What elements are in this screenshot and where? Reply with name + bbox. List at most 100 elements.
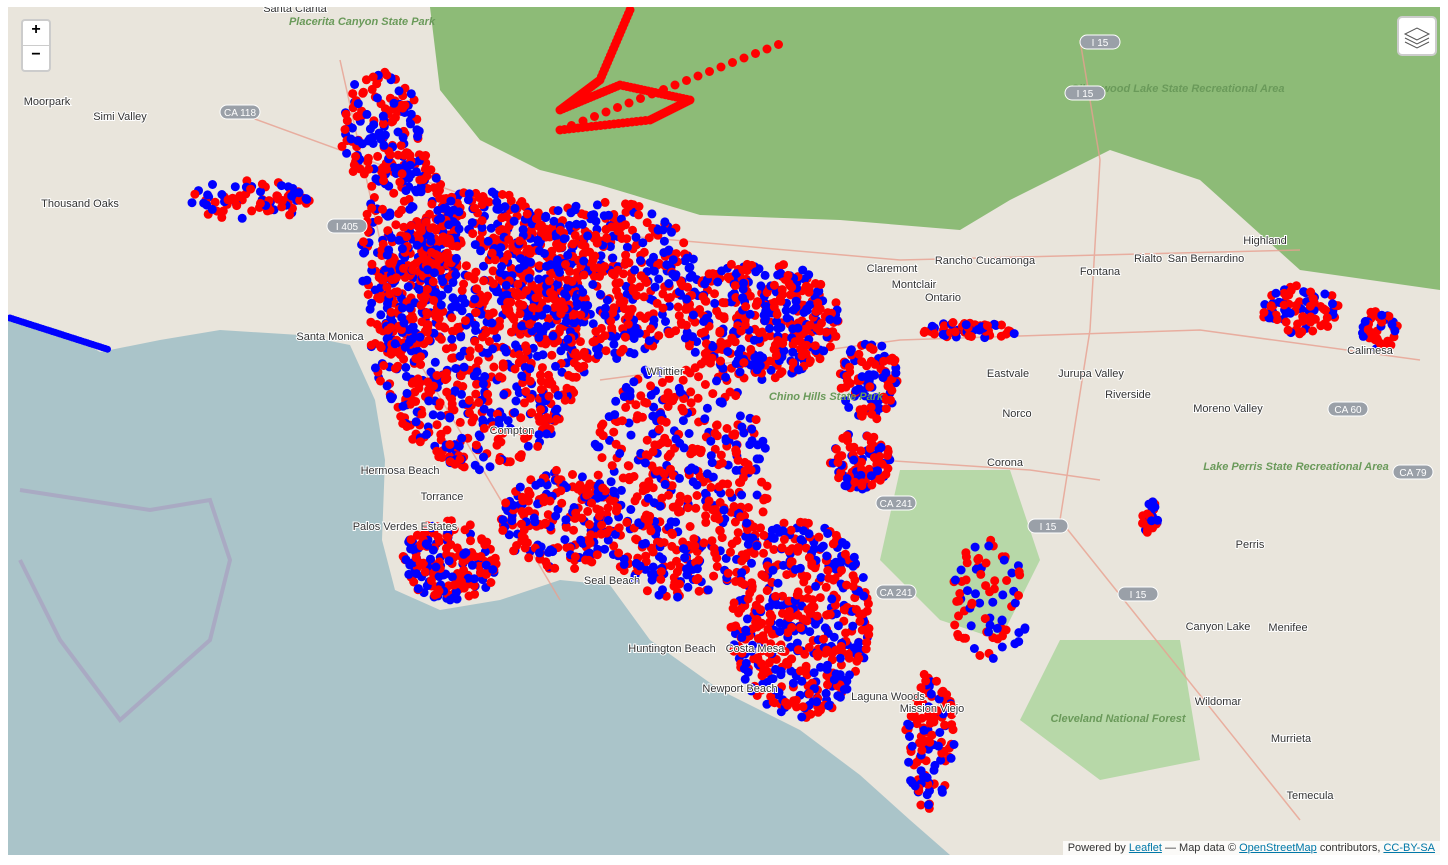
place-label: Newport Beach — [702, 683, 777, 695]
data-point — [912, 719, 922, 729]
data-point — [662, 260, 672, 270]
data-point — [644, 233, 654, 243]
data-point — [1306, 312, 1316, 322]
data-point — [422, 171, 432, 181]
data-point — [534, 430, 544, 440]
data-point — [849, 552, 859, 562]
data-point — [302, 194, 312, 204]
data-point — [913, 699, 923, 709]
data-point — [503, 416, 513, 426]
data-point — [534, 332, 544, 342]
data-point — [617, 416, 627, 426]
data-point — [595, 508, 605, 518]
data-point — [671, 326, 681, 336]
data-point — [692, 480, 702, 490]
data-point — [716, 450, 726, 460]
data-point — [783, 270, 793, 280]
data-point — [788, 358, 798, 368]
data-point — [700, 380, 710, 389]
data-point — [655, 501, 665, 511]
data-point — [759, 495, 769, 505]
data-point — [609, 339, 619, 349]
data-point — [783, 659, 793, 669]
data-point — [622, 242, 632, 252]
data-point — [701, 313, 711, 323]
data-point — [1148, 497, 1158, 507]
data-point — [398, 103, 408, 113]
data-point — [770, 373, 780, 383]
data-point — [698, 292, 708, 302]
data-point — [809, 668, 819, 678]
data-point — [367, 259, 377, 269]
data-point — [479, 423, 489, 433]
data-point — [470, 336, 480, 346]
data-point — [605, 496, 615, 505]
data-point — [362, 209, 372, 219]
data-point — [771, 351, 781, 361]
data-point — [795, 666, 805, 676]
leaflet-link[interactable]: Leaflet — [1128, 842, 1162, 854]
data-point — [984, 627, 993, 637]
data-point — [386, 394, 396, 404]
data-point — [803, 605, 813, 615]
layers-control[interactable] — [1397, 16, 1437, 56]
data-point — [448, 293, 458, 303]
data-point — [418, 151, 428, 161]
data-point — [255, 198, 265, 208]
data-point — [399, 354, 409, 364]
data-point — [905, 732, 914, 741]
data-point — [859, 407, 869, 417]
data-point — [603, 503, 613, 513]
data-point — [729, 646, 739, 656]
data-point — [398, 303, 407, 313]
data-point — [542, 304, 552, 314]
data-point — [955, 589, 965, 598]
data-point — [667, 528, 677, 538]
data-point — [797, 676, 807, 686]
data-point — [799, 526, 808, 536]
data-point — [927, 730, 937, 740]
data-point — [392, 287, 402, 297]
data-point — [686, 387, 696, 397]
road-label: CA 79 — [1399, 468, 1427, 479]
license-link[interactable]: CC-BY-SA — [1383, 842, 1435, 854]
zoom-in[interactable]: + — [31, 21, 41, 38]
data-point — [389, 98, 399, 108]
data-point — [429, 381, 438, 391]
data-point — [570, 230, 580, 240]
data-point — [531, 480, 541, 490]
data-point — [488, 266, 498, 276]
data-point — [857, 478, 867, 488]
data-point — [447, 394, 457, 404]
data-point — [498, 428, 508, 438]
data-point — [367, 203, 377, 213]
data-point — [459, 565, 469, 575]
data-point — [355, 164, 365, 174]
data-point — [457, 433, 467, 443]
data-point — [700, 488, 710, 498]
data-point — [600, 303, 610, 313]
zoom-out[interactable]: − — [23, 45, 49, 70]
data-point — [592, 550, 602, 560]
data-point — [421, 217, 431, 227]
data-point — [786, 666, 796, 676]
data-point — [822, 645, 832, 655]
data-point — [835, 653, 845, 663]
data-point — [845, 670, 854, 680]
data-point — [542, 561, 552, 571]
data-point — [444, 556, 454, 566]
data-point — [424, 396, 434, 406]
data-point — [773, 270, 783, 280]
data-point — [518, 225, 528, 235]
osm-link[interactable]: OpenStreetMap — [1239, 842, 1317, 854]
data-point — [533, 235, 543, 245]
data-point — [751, 300, 761, 310]
data-point — [370, 285, 380, 295]
data-point — [350, 80, 360, 89]
data-point — [787, 282, 797, 292]
data-point — [1279, 300, 1289, 310]
data-point — [783, 700, 793, 710]
data-point — [867, 409, 877, 419]
data-point — [497, 262, 507, 271]
